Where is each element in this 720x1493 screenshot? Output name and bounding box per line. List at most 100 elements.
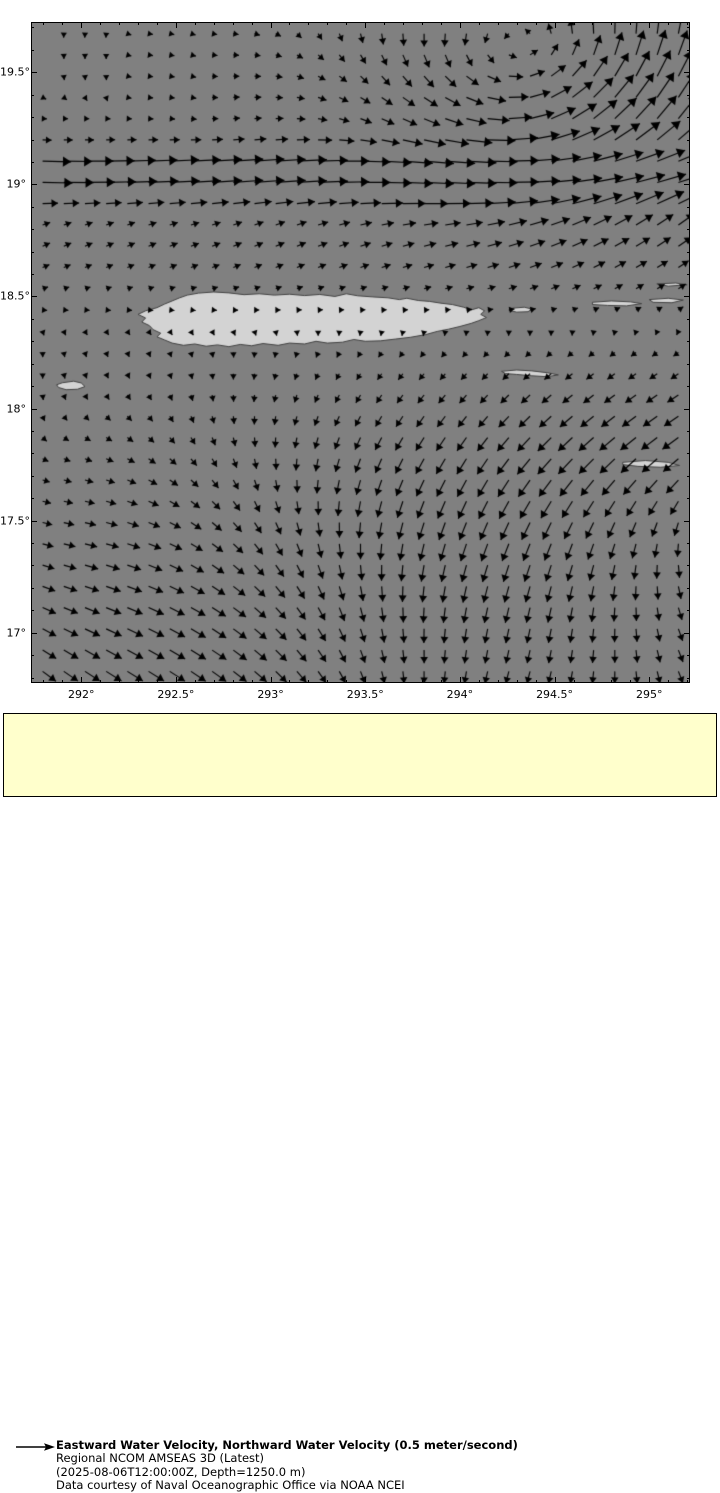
- y-tick-minor-right: [687, 430, 690, 432]
- y-tick-minor-right: [687, 49, 690, 51]
- y-tick-minor-right: [687, 27, 690, 29]
- x-tick-minor: [346, 680, 348, 683]
- y-tick-minor-right: [687, 274, 690, 276]
- y-tick-major-right: [684, 184, 690, 186]
- y-tick-major: [31, 632, 37, 634]
- x-tick-minor: [43, 680, 45, 683]
- x-tick-label: 292.5°: [157, 688, 195, 701]
- x-tick-minor-top: [62, 22, 64, 25]
- x-tick-minor-top: [422, 22, 424, 25]
- velocity-vector-field: [32, 23, 689, 682]
- reference-vector-arrow-icon: [16, 1443, 55, 1451]
- x-tick-minor: [611, 680, 613, 683]
- x-tick-minor-top: [516, 22, 518, 25]
- y-tick-minor-right: [687, 498, 690, 500]
- x-tick-minor: [138, 680, 140, 683]
- x-tick-minor-top: [630, 22, 632, 25]
- x-tick-minor: [194, 680, 196, 683]
- y-tick-label: 19°: [6, 177, 27, 191]
- x-tick-minor-top: [119, 22, 121, 25]
- x-tick-major-top: [649, 22, 651, 28]
- x-tick-minor: [156, 680, 158, 683]
- x-tick-label: 293.5°: [346, 688, 384, 701]
- y-tick-minor-right: [687, 587, 690, 589]
- x-tick-minor-top: [478, 22, 480, 25]
- y-tick-minor-right: [687, 610, 690, 612]
- y-tick-minor: [31, 587, 34, 589]
- x-tick-label: 294°: [446, 688, 474, 701]
- y-tick-minor-right: [687, 229, 690, 231]
- x-tick-minor: [62, 680, 64, 683]
- y-tick-minor-right: [687, 677, 690, 679]
- x-tick-minor: [422, 680, 424, 683]
- x-tick-minor: [213, 680, 215, 683]
- x-tick-minor-top: [440, 22, 442, 25]
- y-tick-minor-right: [687, 363, 690, 365]
- x-tick-minor-top: [592, 22, 594, 25]
- x-tick-minor-top: [668, 22, 670, 25]
- y-tick-label: 18°: [6, 402, 27, 416]
- x-tick-minor-top: [573, 22, 575, 25]
- y-tick-minor: [31, 386, 34, 388]
- x-tick-major: [270, 677, 272, 683]
- x-tick-minor-top: [289, 22, 291, 25]
- x-tick-minor: [119, 680, 121, 683]
- x-tick-minor-top: [535, 22, 537, 25]
- x-tick-label: 295°: [635, 688, 663, 701]
- x-tick-minor: [308, 680, 310, 683]
- x-tick-label: 293°: [257, 688, 284, 701]
- x-tick-minor-top: [384, 22, 386, 25]
- x-tick-label: 294.5°: [536, 688, 574, 701]
- y-tick-minor-right: [687, 453, 690, 455]
- x-tick-minor: [289, 680, 291, 683]
- x-tick-minor: [403, 680, 405, 683]
- y-tick-minor: [31, 94, 34, 96]
- y-tick-major: [31, 408, 37, 410]
- y-tick-major-right: [684, 520, 690, 522]
- map-plot-area[interactable]: [31, 22, 690, 683]
- x-tick-minor-top: [156, 22, 158, 25]
- x-tick-minor: [592, 680, 594, 683]
- x-tick-minor: [687, 680, 689, 683]
- y-tick-minor: [31, 565, 34, 567]
- y-tick-major-right: [684, 296, 690, 298]
- x-tick-minor: [440, 680, 442, 683]
- y-tick-label: 17.5°: [0, 514, 30, 528]
- y-tick-minor: [31, 161, 34, 163]
- x-tick-major: [459, 677, 461, 683]
- y-tick-major: [31, 520, 37, 522]
- x-tick-minor-top: [100, 22, 102, 25]
- y-tick-minor-right: [687, 543, 690, 545]
- y-tick-label: 18.5°: [0, 289, 30, 303]
- x-tick-minor: [232, 680, 234, 683]
- x-tick-minor-top: [213, 22, 215, 25]
- x-tick-minor: [327, 680, 329, 683]
- y-tick-minor-right: [687, 318, 690, 320]
- y-tick-minor: [31, 206, 34, 208]
- x-tick-minor: [100, 680, 102, 683]
- y-tick-minor-right: [687, 386, 690, 388]
- x-tick-major-top: [81, 22, 83, 28]
- y-tick-minor-right: [687, 251, 690, 253]
- x-tick-minor-top: [346, 22, 348, 25]
- y-tick-minor: [31, 655, 34, 657]
- legend-text-block: Eastward Water Velocity, Northward Water…: [56, 1438, 518, 1493]
- y-tick-minor-right: [687, 161, 690, 163]
- y-tick-minor: [31, 139, 34, 141]
- x-tick-minor-top: [308, 22, 310, 25]
- y-tick-minor-right: [687, 565, 690, 567]
- y-tick-minor-right: [687, 475, 690, 477]
- y-tick-minor-right: [687, 139, 690, 141]
- y-tick-minor-right: [687, 94, 690, 96]
- y-tick-minor: [31, 677, 34, 679]
- x-tick-major: [175, 677, 177, 683]
- y-tick-minor: [31, 117, 34, 119]
- x-tick-minor-top: [497, 22, 499, 25]
- water-velocity-map-figure: Eastward Water Velocity, Northward Water…: [0, 22, 717, 1492]
- x-tick-minor: [497, 680, 499, 683]
- y-tick-minor-right: [687, 206, 690, 208]
- y-tick-minor: [31, 498, 34, 500]
- x-tick-major: [365, 677, 367, 683]
- x-tick-minor: [478, 680, 480, 683]
- y-tick-minor: [31, 363, 34, 365]
